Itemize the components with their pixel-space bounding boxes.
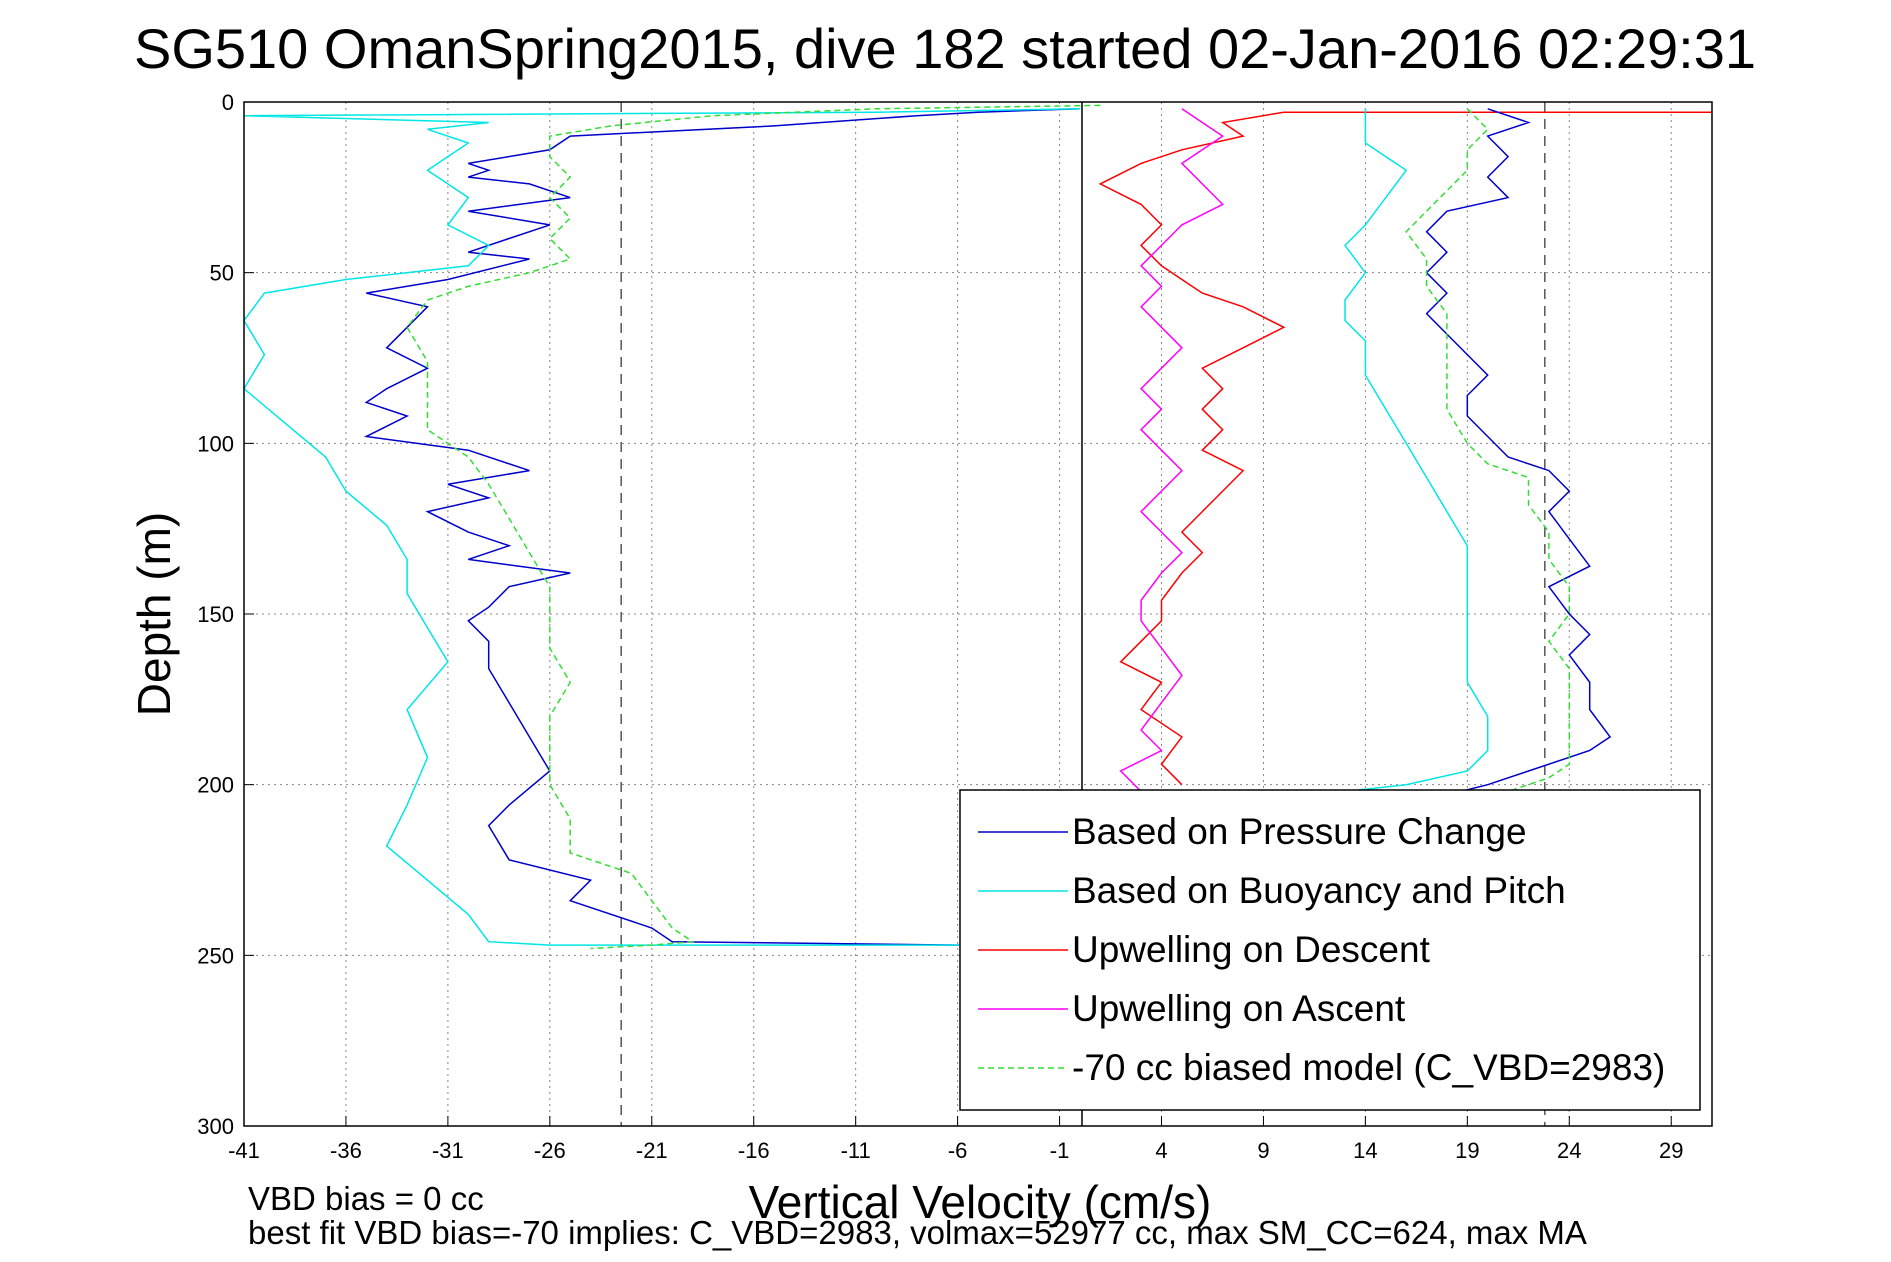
vbd-bias-note: VBD bias = 0 cc	[248, 1180, 484, 1217]
x-tick-labels: -41 -36 -31 -26 -21 -16 -11 -6 -1 4 9 14 19 24 29	[228, 1138, 1683, 1163]
y-tick-label: 100	[197, 431, 234, 456]
series-line-2	[1098, 111, 1712, 786]
legend: Based on Pressure Change Based on Buoyanc…	[959, 789, 1701, 1111]
x-tick-label: 19	[1455, 1138, 1479, 1163]
y-tick-label: 200	[197, 773, 234, 798]
series-lines	[243, 104, 1712, 950]
series-line-1	[243, 108, 1080, 946]
plot-frame	[243, 101, 1713, 1127]
x-tick-label: 14	[1353, 1138, 1377, 1163]
x-tick-label: -16	[738, 1138, 770, 1163]
legend-box	[959, 789, 1701, 1111]
series-line-4	[406, 104, 1101, 950]
x-tick-label: -41	[228, 1138, 260, 1163]
x-axis-label: Vertical Velocity (cm/s)	[749, 1176, 1212, 1228]
x-tick-label: 9	[1257, 1138, 1269, 1163]
y-tick-label: 150	[197, 602, 234, 627]
y-tick-label: 50	[210, 261, 234, 286]
series-line-0	[363, 108, 1080, 946]
series-line-7	[1405, 108, 1571, 793]
x-tick-label: -11	[841, 1138, 871, 1163]
x-tick-label: 24	[1557, 1138, 1581, 1163]
x-tick-label: -21	[636, 1138, 668, 1163]
legend-label: Based on Buoyancy and Pitch	[1072, 870, 1566, 911]
legend-label: -70 cc biased model (C_VBD=2983)	[1072, 1047, 1665, 1088]
y-tick-labels: 0 50 100 150 200 250 300	[197, 90, 234, 1139]
best-fit-note: best fit VBD bias=-70 implies: C_VBD=298…	[248, 1214, 1587, 1251]
x-tick-label: -26	[534, 1138, 566, 1163]
x-tick-label: -1	[1050, 1138, 1070, 1163]
x-tick-label: -36	[330, 1138, 362, 1163]
x-tick-label: -6	[948, 1138, 968, 1163]
chart-title: SG510 OmanSpring2015, dive 182 started 0…	[134, 17, 1756, 80]
series-line-3	[1119, 108, 1225, 793]
series-line-6	[1344, 108, 1489, 793]
y-tick-label: 0	[222, 90, 234, 115]
y-axis-label: Depth (m)	[128, 512, 180, 716]
x-tick-label: 4	[1155, 1138, 1167, 1163]
legend-label: Based on Pressure Change	[1072, 811, 1527, 852]
y-tick-label: 300	[197, 1114, 234, 1139]
x-tick-label: -31	[432, 1138, 464, 1163]
legend-label: Upwelling on Descent	[1072, 929, 1431, 970]
legend-label: Upwelling on Ascent	[1072, 988, 1406, 1029]
series-line-5	[1425, 108, 1612, 796]
x-tick-label: 29	[1659, 1138, 1683, 1163]
y-tick-label: 250	[197, 943, 234, 968]
